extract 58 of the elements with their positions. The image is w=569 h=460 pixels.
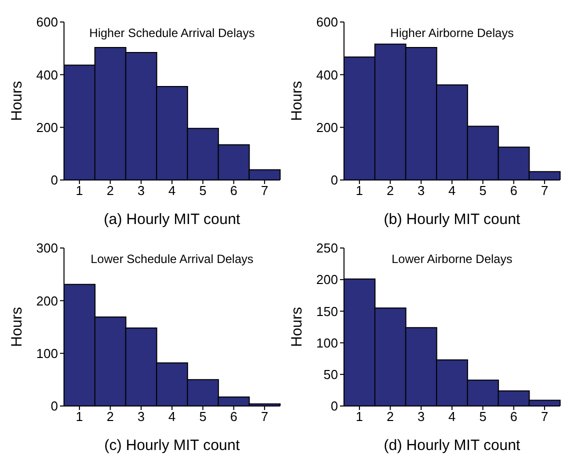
x-tick-label: 1 [76,409,84,424]
y-tick-label: 0 [50,172,58,188]
x-tick-label: 7 [540,409,548,424]
y-tick-label: 250 [316,240,338,256]
x-tick-label: 4 [168,409,176,424]
y-axis-title: Hours [288,306,306,348]
y-tick-label: 150 [316,304,338,319]
x-tick-label: 5 [199,183,206,198]
y-axis-title: Hours [8,306,26,348]
y-axis-title: Hours [288,80,306,122]
y-axis-title: Hours [8,80,26,122]
x-tick-label: 3 [138,183,145,198]
x-tick-label: 3 [138,409,145,424]
y-tick-label: 400 [36,67,58,82]
y-tick-label: 100 [36,346,58,361]
x-tick-label: 6 [510,409,518,424]
y-tick-label: 100 [316,335,338,350]
x-tick-label: 4 [448,183,456,198]
y-tick-label: 400 [316,67,338,82]
x-tick-label: 7 [540,183,548,198]
y-tick-label: 200 [36,293,58,308]
y-tick-label: 300 [36,240,58,256]
y-tick-label: 600 [316,14,338,30]
y-tick-label: 0 [330,172,338,188]
y-tick-label: 0 [330,398,338,414]
y-tick-label: 600 [36,14,58,30]
x-tick-label: 5 [199,409,206,424]
x-tick-label: 4 [448,409,456,424]
x-tick-label: 2 [106,183,114,198]
x-tick-label: 7 [260,409,268,424]
x-tick-label: 3 [418,183,425,198]
x-axis-title: (a) Hourly MIT count [104,211,242,228]
chart-title: Higher Schedule Arrival Delays [89,26,255,40]
y-tick-label: 50 [324,367,338,382]
x-tick-label: 4 [168,183,176,198]
x-tick-label: 1 [356,183,364,198]
chart-title: Lower Airborne Delays [392,252,512,266]
x-axis-title: (d) Hourly MIT count [384,437,522,454]
x-tick-label: 6 [510,183,518,198]
x-tick-label: 1 [356,409,364,424]
x-tick-label: 6 [230,409,238,424]
chart-title: Higher Airborne Delays [390,26,514,40]
x-tick-label: 2 [106,409,114,424]
x-tick-label: 6 [230,183,238,198]
y-tick-label: 200 [316,120,338,135]
y-tick-label: 200 [36,120,58,135]
x-axis-title: (c) Hourly MIT count [104,437,241,454]
x-tick-label: 3 [418,409,425,424]
x-axis-title: (b) Hourly MIT count [384,211,522,228]
x-tick-label: 5 [479,409,486,424]
y-tick-label: 200 [316,272,338,288]
chart-title: Lower Schedule Arrival Delays [90,252,254,266]
x-tick-label: 5 [479,183,486,198]
x-tick-label: 1 [76,183,84,198]
x-tick-label: 7 [260,183,268,198]
x-tick-label: 2 [386,183,394,198]
y-tick-label: 0 [50,398,58,414]
x-tick-label: 2 [386,409,394,424]
